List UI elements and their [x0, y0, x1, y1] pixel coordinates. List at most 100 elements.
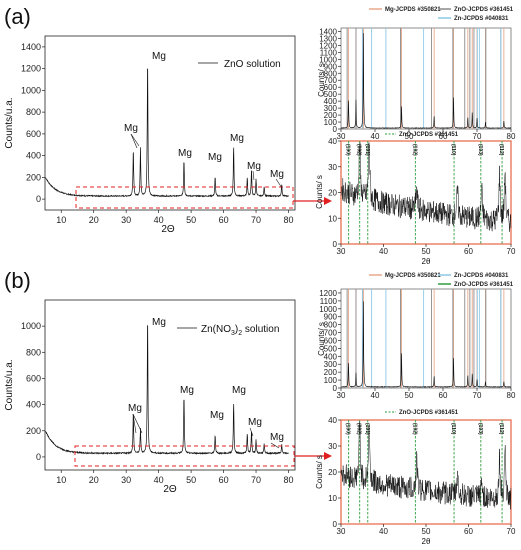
hkl-label-1: (100)	[345, 144, 351, 156]
y-tick-label: 30	[328, 442, 337, 451]
x-tick-label: 30	[337, 527, 346, 536]
x-tick-label: 40	[371, 391, 380, 400]
y-tick-label: 200	[324, 368, 338, 377]
annotation-pointer	[130, 133, 140, 147]
y-tick-label: 1000	[319, 305, 337, 314]
y-tick-label: 200	[26, 172, 41, 182]
hkl-label-2: (002)	[356, 423, 362, 435]
y-tick-label: 100	[324, 376, 338, 385]
y-tick-label: 500	[324, 90, 338, 99]
x-tick-label: 70	[251, 215, 261, 225]
hkl-label-4: (102)	[411, 423, 417, 435]
x-tick-label: 50	[422, 527, 431, 536]
legend-b-label: Zn(NO3)2 solution	[201, 324, 279, 337]
hkl-label-3: (101)	[364, 423, 370, 435]
y-tick-label: 1000	[21, 321, 41, 331]
y-tick-label: 800	[26, 107, 41, 117]
x-tick-label: 60	[439, 132, 448, 141]
x-tick-label: 50	[186, 475, 196, 485]
y-axis-label-zoom-b: Counts/ s	[315, 455, 324, 489]
y-tick-label: 1400	[21, 42, 41, 52]
hkl-label-6: (103)	[477, 144, 483, 156]
hkl-label-7: (112)	[498, 144, 504, 156]
main-diffractogram-a: 10 20 30 40 50 60 70 80020040060080010001200140…	[4, 35, 296, 235]
reference-trace	[340, 33, 512, 129]
y-tick-label: 400	[324, 97, 338, 106]
y-tick-label: 40	[328, 137, 337, 146]
mg-annotation-b-6: Mg	[248, 417, 262, 428]
mg-annotation-a-7: Mg	[270, 169, 284, 180]
x-tick-label: 40	[154, 215, 164, 225]
y-tick-label: 0	[333, 240, 338, 249]
y-axis-label-ref-a: Counts/ s	[317, 63, 326, 97]
reference-trace	[340, 301, 511, 388]
hkl-label-1: (100)	[345, 423, 351, 435]
annotation-pointer	[270, 442, 280, 449]
x-tick-label: 30	[337, 247, 346, 256]
x-tick-label: 70	[473, 391, 482, 400]
x-tick-label: 80	[283, 475, 293, 485]
y-tick-label: 100	[324, 118, 338, 127]
y-tick-label: 700	[324, 76, 338, 85]
y-tick-label: 10	[328, 214, 337, 223]
y-tick-label: 900	[324, 62, 338, 71]
legend-mg-jcpds-a: Mg-JCPDS #350821	[385, 7, 441, 13]
y-tick-label: 700	[324, 329, 338, 338]
x-tick-label: 50	[422, 247, 431, 256]
y-tick-label: 1000	[319, 55, 337, 64]
y-tick-label: 1200	[21, 64, 41, 74]
mg-annotation-b-4: Mg	[232, 385, 246, 396]
zoom-region-box-a	[75, 186, 294, 209]
legend-a-label: ZnO solution	[224, 59, 281, 70]
annotation-pointer	[130, 133, 138, 149]
y-tick-label: 900	[324, 313, 338, 322]
y-tick-label: 30	[328, 163, 337, 172]
y-tick-label: 600	[324, 336, 338, 345]
annotation-pointer	[252, 170, 255, 181]
legend-zoom-b: ZnO-JCPDS #361451	[399, 410, 459, 416]
y-tick-label: 300	[324, 104, 338, 113]
y-tick-label: 200	[26, 426, 41, 436]
y-tick-label: 1100	[320, 297, 338, 306]
y-tick-label: 600	[26, 129, 41, 139]
x-tick-label: 20	[89, 475, 99, 485]
x-tick-label: 30	[337, 391, 346, 400]
hkl-label-4: (102)	[411, 144, 417, 156]
mg-annotation-a-1: Mg	[124, 123, 138, 134]
x-tick-label: 80	[507, 132, 516, 141]
hkl-label-7: (112)	[498, 423, 504, 435]
y-tick-label: 1300	[319, 34, 337, 43]
reference-pattern-plot-a: 30 40 50 60 70 800100200300400500600700800900…	[317, 7, 516, 141]
y-tick-label: 1000	[21, 85, 41, 95]
x-tick-label: 20	[89, 215, 99, 225]
y-tick-label: 800	[26, 347, 41, 357]
mg-annotation-b-3: Mg	[180, 385, 194, 396]
y-tick-label: 0	[333, 384, 338, 393]
x-tick-label: 30	[121, 475, 131, 485]
y-tick-label: 400	[324, 352, 338, 361]
x-axis-label-zoom-b: 2θ	[422, 537, 431, 546]
x-tick-label: 40	[154, 475, 164, 485]
diffraction-trace	[45, 325, 289, 456]
mg-annotation-a-6: Mg	[247, 161, 261, 172]
panel-label-b: (b)	[4, 268, 31, 293]
zoom-trace	[340, 421, 512, 510]
y-axis-label-a: Counts/u.a.	[4, 97, 15, 148]
hkl-label-3: (101)	[364, 144, 370, 156]
x-axis-label-zoom-a: 2θ	[422, 257, 431, 266]
y-axis-label-b: Counts/u.a.	[4, 359, 15, 410]
x-tick-label: 10	[56, 215, 66, 225]
y-tick-label: 300	[324, 360, 338, 369]
zoom-plot-b: 30 40 50 60 70 0 10 20 30 40 (100) (002) (101) (102)…	[315, 410, 516, 546]
mg-annotation-a-3: Mg	[178, 148, 192, 159]
y-tick-label: 800	[324, 321, 338, 330]
mg-annotation-b-2: Mg	[152, 317, 166, 328]
panel-label-a: (a)	[4, 4, 31, 29]
y-tick-label: 10	[328, 494, 337, 503]
x-tick-label: 30	[337, 132, 346, 141]
x-tick-label: 70	[507, 247, 516, 256]
y-tick-label: 1100	[320, 48, 338, 57]
y-tick-label: 0	[333, 125, 338, 134]
y-tick-label: 40	[328, 416, 337, 425]
